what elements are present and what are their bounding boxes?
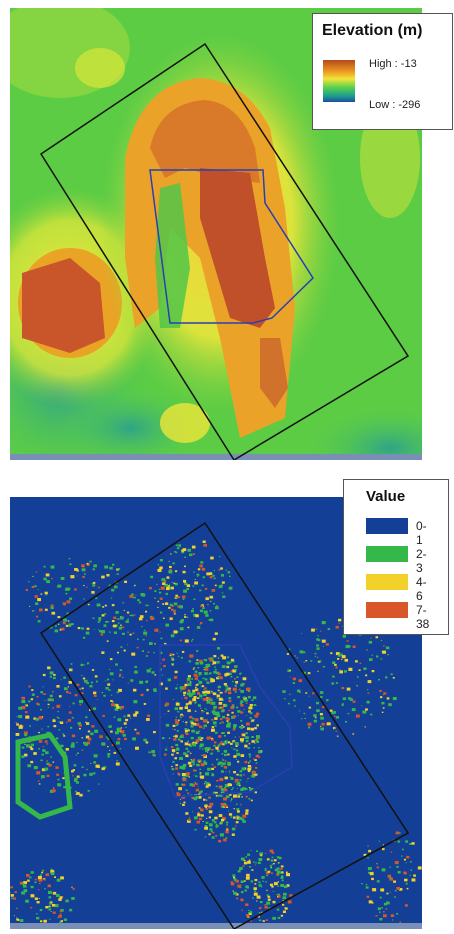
legend-class-label: 4-6 [416,575,427,603]
inner-boundary-bottom [159,644,293,798]
inner-boundary [149,169,314,324]
value-legend: Value 0-1 2-3 4-6 7-38 [343,479,449,635]
elevation-legend: Elevation (m) High : -13 Low : -296 [312,13,453,130]
legend-class-label: 7-38 [416,603,430,631]
elevation-color-ramp [323,60,355,102]
legend-class-label: 2-3 [416,547,427,575]
legend-swatch [366,518,408,534]
legend-swatch [366,546,408,562]
elevation-high-label: High : -13 [369,58,417,70]
legend-swatch [366,602,408,618]
value-legend-title: Value [366,488,406,505]
elevation-low-label: Low : -296 [369,99,421,111]
outer-boundary-bottom [39,521,410,929]
elevation-legend-title: Elevation (m) [322,22,423,39]
legend-swatch [366,574,408,590]
legend-class-label: 0-1 [416,519,427,547]
value-speckle [10,540,422,929]
outer-boundary [39,42,410,460]
